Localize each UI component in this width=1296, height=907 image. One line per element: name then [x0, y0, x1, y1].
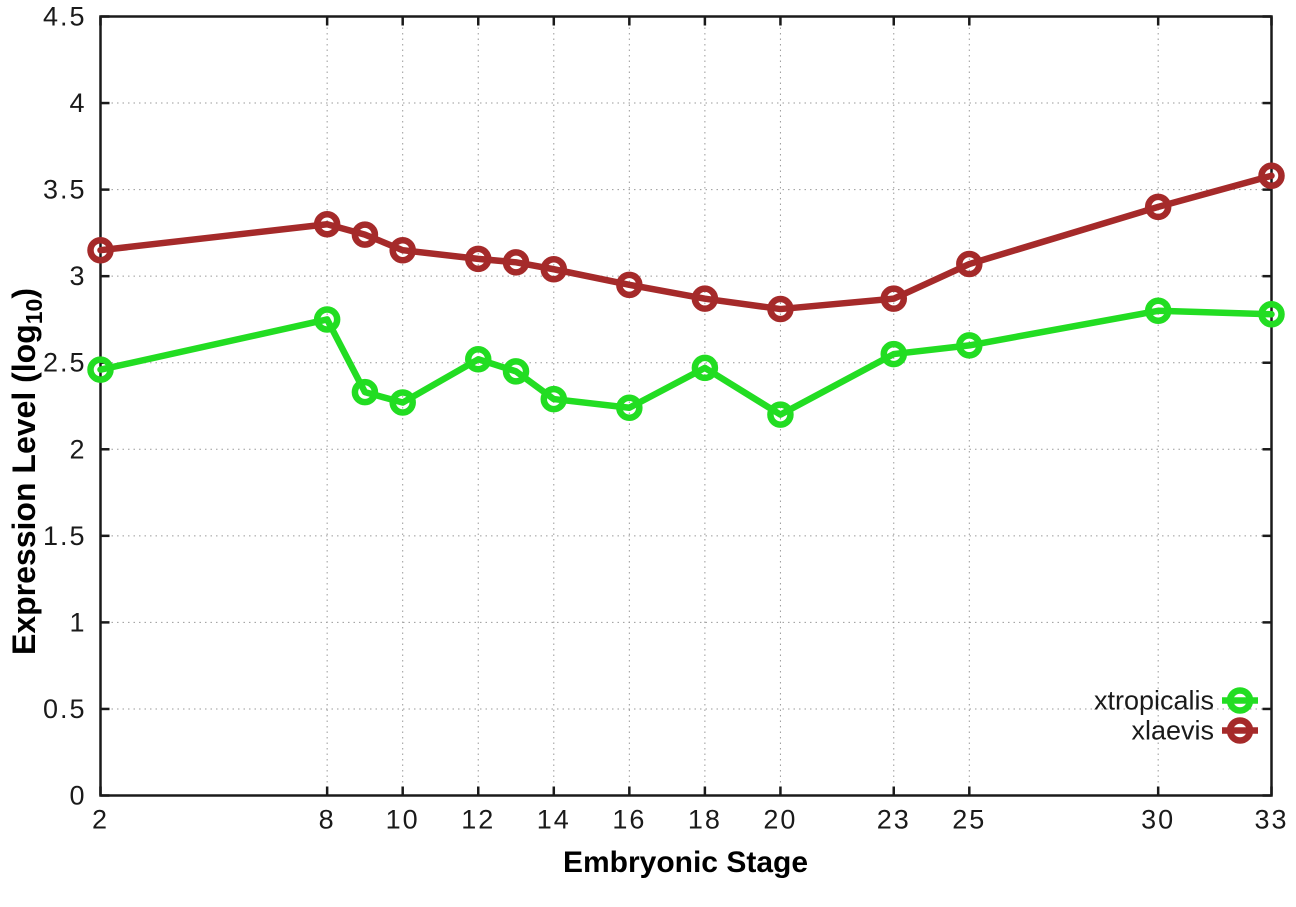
x-tick-label: 33	[1254, 805, 1288, 835]
x-tick-label: 30	[1141, 805, 1175, 835]
y-tick-label: 2.5	[43, 348, 87, 378]
x-tick-label: 12	[461, 805, 495, 835]
marker-xlaevis	[616, 271, 643, 299]
marker-xlaevis	[351, 221, 379, 248]
y-tick-label: 4	[69, 88, 86, 118]
marker-xtropicalis	[616, 394, 643, 421]
x-tick-label: 10	[386, 805, 420, 835]
legend-marker-xlaevis	[1226, 717, 1254, 744]
marker-xlaevis	[767, 295, 794, 323]
y-tick-label: 3.5	[43, 175, 87, 205]
marker-xtropicalis	[691, 354, 719, 382]
x-tick-label: 8	[319, 805, 336, 835]
marker-xtropicalis	[767, 401, 794, 428]
marker-xlaevis	[464, 245, 492, 273]
marker-xlaevis	[389, 236, 416, 264]
marker-xtropicalis	[313, 306, 341, 333]
marker-xlaevis	[880, 285, 908, 312]
marker-xtropicalis	[880, 340, 908, 368]
y-tick-label: 1.5	[43, 521, 87, 551]
y-tick-label: 4.5	[43, 2, 87, 32]
legend-marker-xtropicalis	[1226, 687, 1254, 714]
marker-xlaevis	[691, 285, 719, 312]
y-axis-title-subscript: 10	[21, 298, 47, 325]
marker-xlaevis	[87, 236, 114, 264]
y-tick-label: 1	[69, 607, 86, 637]
x-tick-label: 20	[763, 805, 797, 835]
x-tick-label: 16	[612, 805, 646, 835]
marker-xtropicalis	[502, 358, 530, 385]
marker-xlaevis	[1144, 193, 1172, 221]
x-tick-label: 14	[537, 805, 571, 835]
marker-xlaevis	[956, 250, 983, 278]
marker-xlaevis	[1258, 162, 1285, 190]
series-line-xtropicalis	[97, 307, 1275, 418]
marker-xtropicalis	[389, 389, 416, 416]
legend-label-xlaevis: xlaevis	[1131, 716, 1214, 746]
series-line-xlaevis	[97, 172, 1275, 313]
y-axis-title: Expression Level (log10)	[6, 288, 48, 655]
legend-label-xtropicalis: xtropicalis	[1094, 686, 1214, 716]
x-tick-label: 2	[92, 805, 109, 835]
marker-xtropicalis	[464, 346, 492, 373]
marker-xtropicalis	[956, 332, 983, 359]
marker-xtropicalis	[1144, 297, 1172, 325]
marker-xtropicalis	[1258, 301, 1285, 328]
marker-xlaevis	[313, 210, 341, 238]
y-axis-title-close: )	[6, 287, 42, 299]
plot-frame	[99, 15, 1273, 797]
x-axis-title: Embryonic Stage	[562, 846, 809, 879]
marker-xtropicalis	[351, 378, 379, 406]
marker-xlaevis	[540, 255, 568, 283]
y-tick-label: 2	[69, 434, 86, 464]
marker-xtropicalis	[540, 385, 568, 413]
y-tick-label: 0.5	[43, 694, 87, 724]
marker-xlaevis	[502, 249, 530, 276]
y-tick-label: 3	[69, 261, 86, 291]
y-tick-label: 0	[69, 781, 86, 811]
x-tick-label: 25	[952, 805, 986, 835]
y-axis-title-text: Expression Level (log	[6, 324, 42, 655]
x-tick-label: 23	[877, 805, 911, 835]
x-tick-label: 18	[688, 805, 722, 835]
marker-xtropicalis	[87, 356, 114, 383]
